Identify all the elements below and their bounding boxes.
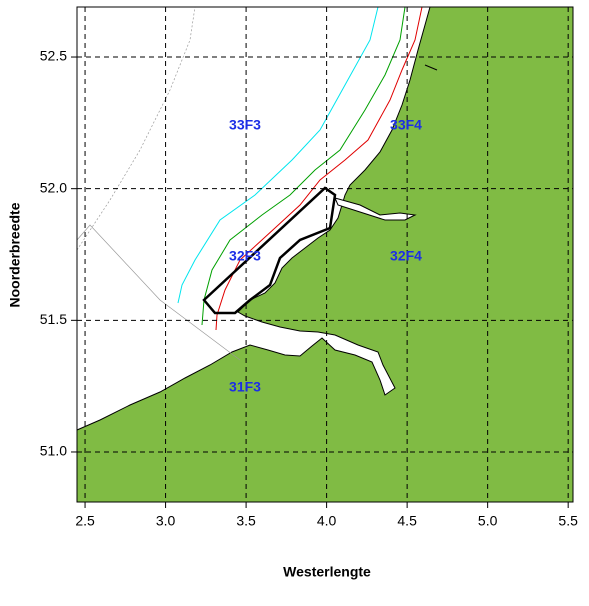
plot-frame: [76, 6, 574, 503]
y-tick-label: 51.5: [40, 311, 67, 327]
x-tick-label: 5.0: [478, 513, 498, 529]
area-outline: [202, 186, 337, 315]
contour-green: [201, 6, 406, 326]
rectangle-label: 32F4: [390, 248, 422, 264]
x-tick-label: 4.5: [397, 513, 417, 529]
rectangle-label: 33F3: [229, 117, 261, 133]
estuary: [334, 197, 417, 221]
y-axis-label: Noorderbreedte: [7, 202, 23, 307]
x-tick-label: 3.0: [156, 513, 176, 529]
rectangle-label: 32F3: [229, 248, 261, 264]
rectangle-label: 33F4: [390, 117, 422, 133]
y-tick-label: 52.5: [40, 48, 67, 64]
x-tick-label: 3.5: [236, 513, 256, 529]
border-line: [76, 6, 196, 251]
x-tick-label: 2.5: [75, 513, 95, 529]
border-line: [76, 224, 241, 361]
grid: [77, 7, 573, 502]
coast-detail: [424, 64, 438, 71]
rectangle-label: 31F3: [229, 379, 261, 395]
x-axis-label: Westerlengte: [283, 564, 371, 580]
land: [76, 6, 574, 503]
y-tick-label: 52.0: [40, 179, 67, 195]
x-tick-label: 4.0: [317, 513, 337, 529]
contour-red: [215, 6, 423, 331]
y-tick-label: 51.0: [40, 443, 67, 459]
x-tick-label: 5.5: [558, 513, 578, 529]
contour-cyan: [177, 6, 379, 304]
